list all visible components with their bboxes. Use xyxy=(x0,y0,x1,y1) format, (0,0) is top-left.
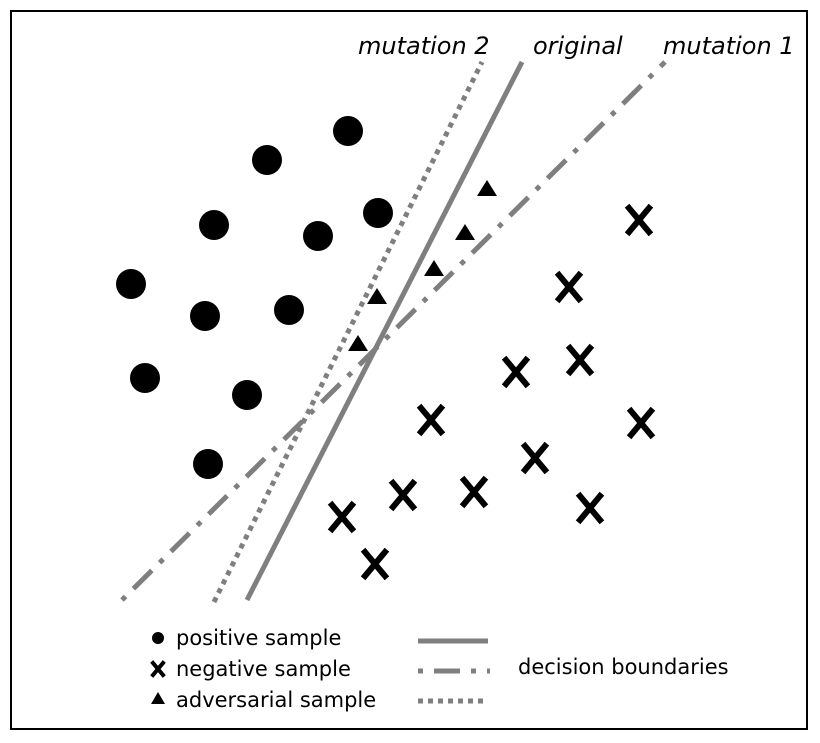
positive-sample-point xyxy=(193,449,223,479)
negative-sample-point xyxy=(360,547,390,581)
adversarial-sample-point xyxy=(367,288,387,304)
adversarial-sample-point xyxy=(455,224,475,240)
negative-sample-point xyxy=(388,478,418,512)
label-mutation2: mutation 2 xyxy=(358,32,490,60)
positive-sample-point xyxy=(252,145,282,175)
label-mutation1: mutation 1 xyxy=(663,32,795,60)
positive-samples xyxy=(116,116,393,479)
negative-sample-point xyxy=(327,500,357,534)
positive-sample-point xyxy=(274,295,304,325)
negative-sample-point xyxy=(501,355,531,389)
negative-sample-point xyxy=(520,441,550,475)
legend-boundaries-label: decision boundaries xyxy=(518,655,729,679)
negative-sample-point xyxy=(565,343,595,377)
adversarial-sample-point xyxy=(424,260,444,276)
legend-positive-label: positive sample xyxy=(176,626,341,650)
boundary-mutation2-line xyxy=(211,60,485,604)
circle-icon xyxy=(152,632,164,644)
positive-sample-point xyxy=(190,301,220,331)
positive-sample-point xyxy=(116,269,146,299)
negative-samples xyxy=(327,203,656,581)
boundary-mutation1-line xyxy=(120,60,667,602)
positive-sample-point xyxy=(130,363,160,393)
adversarial-sample-point xyxy=(477,180,497,196)
positive-sample-point xyxy=(363,198,393,228)
negative-sample-point xyxy=(626,406,656,440)
adversarial-sample-point xyxy=(348,335,368,351)
x-cross-icon xyxy=(150,660,166,678)
positive-sample-point xyxy=(303,221,333,251)
triangle-icon xyxy=(151,692,165,704)
label-original: original xyxy=(533,32,623,60)
negative-sample-point xyxy=(416,403,446,437)
negative-sample-point xyxy=(554,270,584,304)
adversarial-samples xyxy=(348,180,497,351)
legend-negative-label: negative sample xyxy=(176,657,351,681)
positive-sample-point xyxy=(333,116,363,146)
negative-sample-point xyxy=(575,491,605,525)
positive-sample-point xyxy=(199,210,229,240)
boundary-original-line xyxy=(244,60,525,602)
positive-sample-point xyxy=(232,380,262,410)
negative-sample-point xyxy=(459,475,489,509)
negative-sample-point xyxy=(624,203,654,237)
legend: positive sample negative sample adversar… xyxy=(150,626,729,712)
legend-adversarial-label: adversarial sample xyxy=(176,688,376,712)
